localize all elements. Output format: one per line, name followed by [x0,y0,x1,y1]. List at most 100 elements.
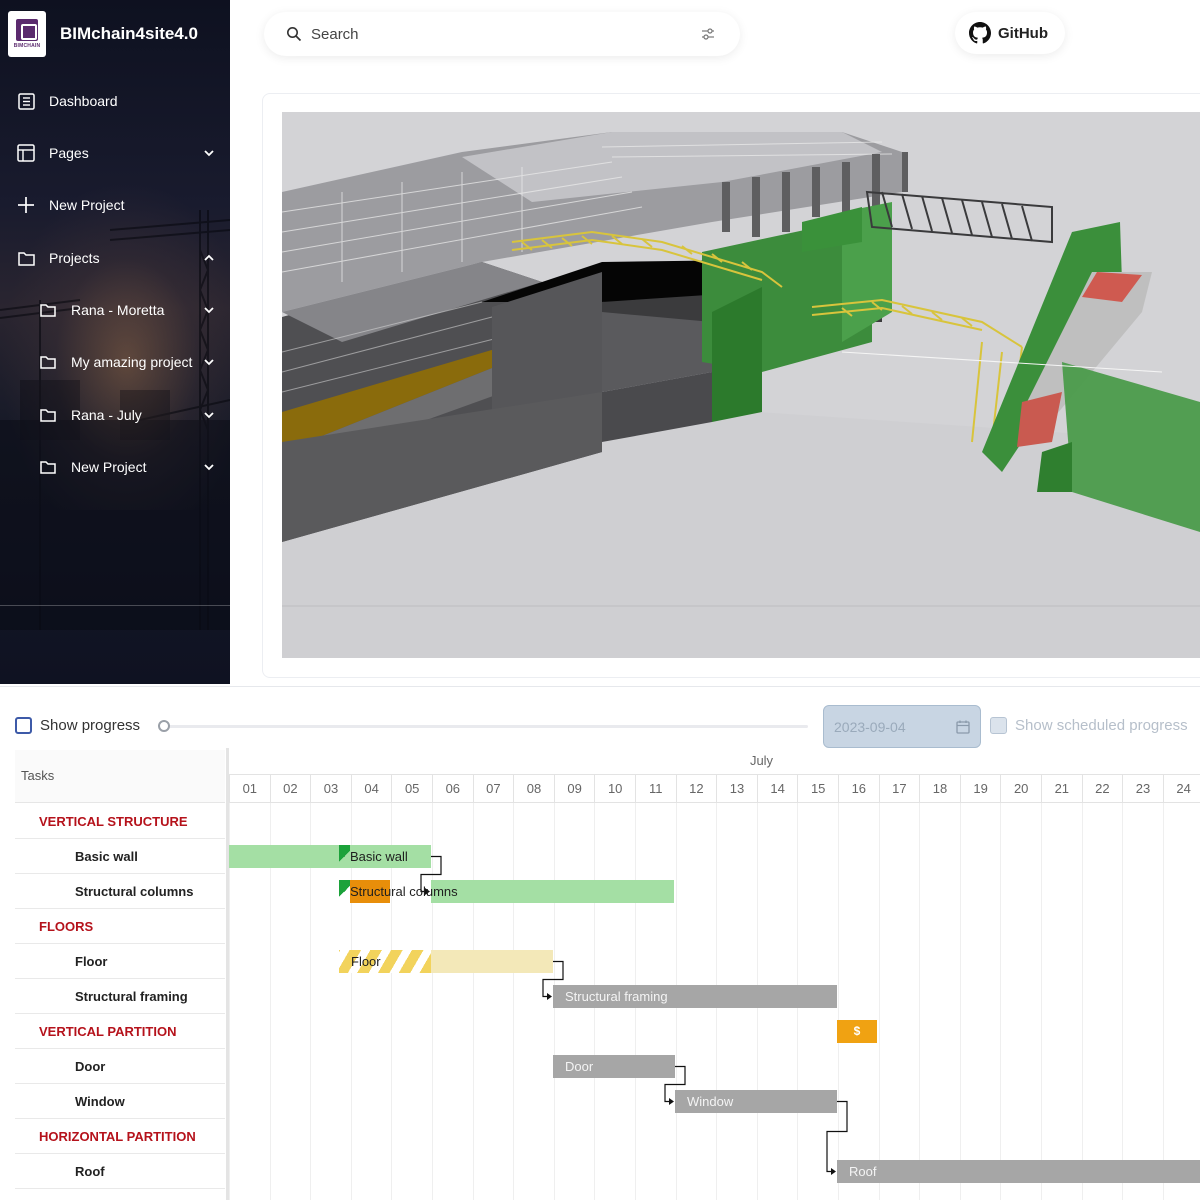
task-row[interactable]: Structural columns [15,874,225,909]
grid-line [1000,803,1002,1200]
chevron-up-icon[interactable] [202,251,216,265]
sidebar-item-label: New Project [49,197,125,213]
day-header-cell: 15 [797,775,838,802]
bim-3d-model[interactable] [282,112,1200,658]
show-progress-toggle[interactable]: Show progress [15,717,140,734]
day-header-cell: 18 [919,775,960,802]
sidebar-project-my-amazing-project[interactable]: My amazing project [0,342,230,382]
dependency-links [420,855,848,1175]
show-scheduled-checkbox[interactable] [990,717,1007,734]
chevron-down-icon[interactable] [202,460,216,474]
search-bar[interactable] [264,12,740,56]
task-group-row[interactable]: HORIZONTAL PARTITION [15,1119,225,1154]
grid-line [878,803,880,1200]
bar-roof[interactable]: Roof [837,1160,1200,1183]
dependency-arrow [831,1168,836,1175]
task-label: Roof [75,1163,105,1179]
day-header-cell: 09 [553,775,595,802]
dependency-arrow [547,993,552,1000]
search-icon [287,27,302,42]
chevron-down-icon[interactable] [202,303,216,317]
brand[interactable]: BIMCHAIN BIMchain4site4.0 [8,10,198,58]
grid-line [472,803,474,1200]
task-label: Structural columns [75,883,194,899]
task-label: Basic wall [75,848,138,864]
gantt-splitter[interactable] [226,748,229,1200]
filter-icon[interactable] [700,26,716,42]
task-group-row[interactable]: FLOORS [15,909,225,944]
month-label: July [749,753,774,768]
bim-3d-viewer[interactable] [282,112,1200,658]
day-header-cell: 14 [756,775,798,802]
sidebar-item-dashboard[interactable]: Dashboard [0,81,230,121]
bar-floor[interactable]: Floor [339,950,553,973]
folder-icon [38,457,58,477]
day-header-cell: 16 [838,775,879,802]
progress-date-input[interactable]: 2023-09-04 [823,705,981,748]
day-header-cell: 01 [229,775,270,802]
grid-line [1041,803,1042,1200]
sidebar-background [0,180,230,510]
milestone-cost-marker[interactable]: $ [837,1020,877,1043]
search-input[interactable] [311,25,681,43]
task-group-row[interactable]: VERTICAL STRUCTURE [15,804,225,839]
bar-structural-framing[interactable]: Structural framing [553,985,837,1008]
dependency-link [826,1100,848,1173]
gantt-timeline: July 01 02 03 04 05 06 07 08 09 10 11 12 13 14 15 16 17 1… [229,748,1200,1200]
grid-line [310,803,312,1200]
task-label: Window [75,1093,125,1109]
task-group-label: HORIZONTAL PARTITION [39,1128,196,1144]
grid-line [513,803,515,1200]
chevron-down-icon[interactable] [202,146,216,160]
task-row[interactable]: Roof [15,1154,225,1189]
slider-track[interactable] [164,725,808,728]
show-scheduled-progress-toggle[interactable]: Show scheduled progress [990,717,1188,734]
bar-label: Roof [849,1164,877,1179]
bar-door[interactable]: Door [553,1055,675,1078]
header-divider [229,774,1200,775]
show-progress-checkbox[interactable] [15,717,32,734]
task-row[interactable]: Structural framing [15,979,225,1014]
task-group-row[interactable]: VERTICAL PARTITION [15,1014,225,1049]
chevron-down-icon[interactable] [202,408,216,422]
day-header-cell: 03 [310,775,351,802]
sidebar: BIMCHAIN BIMchain4site4.0 Dashboard Page… [0,0,230,684]
dependency-link [664,1065,686,1103]
task-group-label: VERTICAL PARTITION [39,1023,177,1039]
bar-structural-columns[interactable]: Structural columns [339,880,674,903]
gantt-divider [0,686,1200,687]
task-group-label: FLOORS [39,918,94,934]
grid-line [959,803,961,1200]
grid-line [838,803,839,1200]
day-header-cell: 24 [1162,775,1200,802]
task-row[interactable]: Basic wall [15,839,225,874]
sidebar-item-new-project[interactable]: New Project [0,185,230,225]
github-button[interactable]: GitHub [955,12,1065,54]
sidebar-item-pages[interactable]: Pages [0,133,230,173]
slider-handle[interactable] [158,720,170,732]
sidebar-item-projects[interactable]: Projects [0,238,230,278]
folder-icon [38,300,58,320]
grid-line [229,803,230,1200]
sidebar-divider [0,605,230,606]
grid-line [919,803,921,1200]
progress-slider[interactable] [158,719,808,733]
sidebar-project-rana-july[interactable]: Rana - July [0,395,230,435]
sidebar-item-label: Pages [49,145,89,161]
logo-mark-icon [16,19,38,41]
bar-label: Basic wall [350,849,408,864]
calendar-icon[interactable] [956,720,970,734]
task-row[interactable]: Floor [15,944,225,979]
sidebar-project-rana-moretta[interactable]: Rana - Moretta [0,290,230,330]
bar-window[interactable]: Window [675,1090,837,1113]
progress-start-marker [339,880,350,903]
grid-line [432,803,433,1200]
task-row[interactable]: Window [15,1084,225,1119]
bar-basic-wall[interactable]: Basic wall [229,845,431,868]
chevron-down-icon[interactable] [202,355,216,369]
tasks-column-header: Tasks [15,750,225,803]
task-label: Structural framing [75,988,188,1004]
sidebar-project-new-project[interactable]: New Project [0,447,230,487]
task-row[interactable]: Door [15,1049,225,1084]
